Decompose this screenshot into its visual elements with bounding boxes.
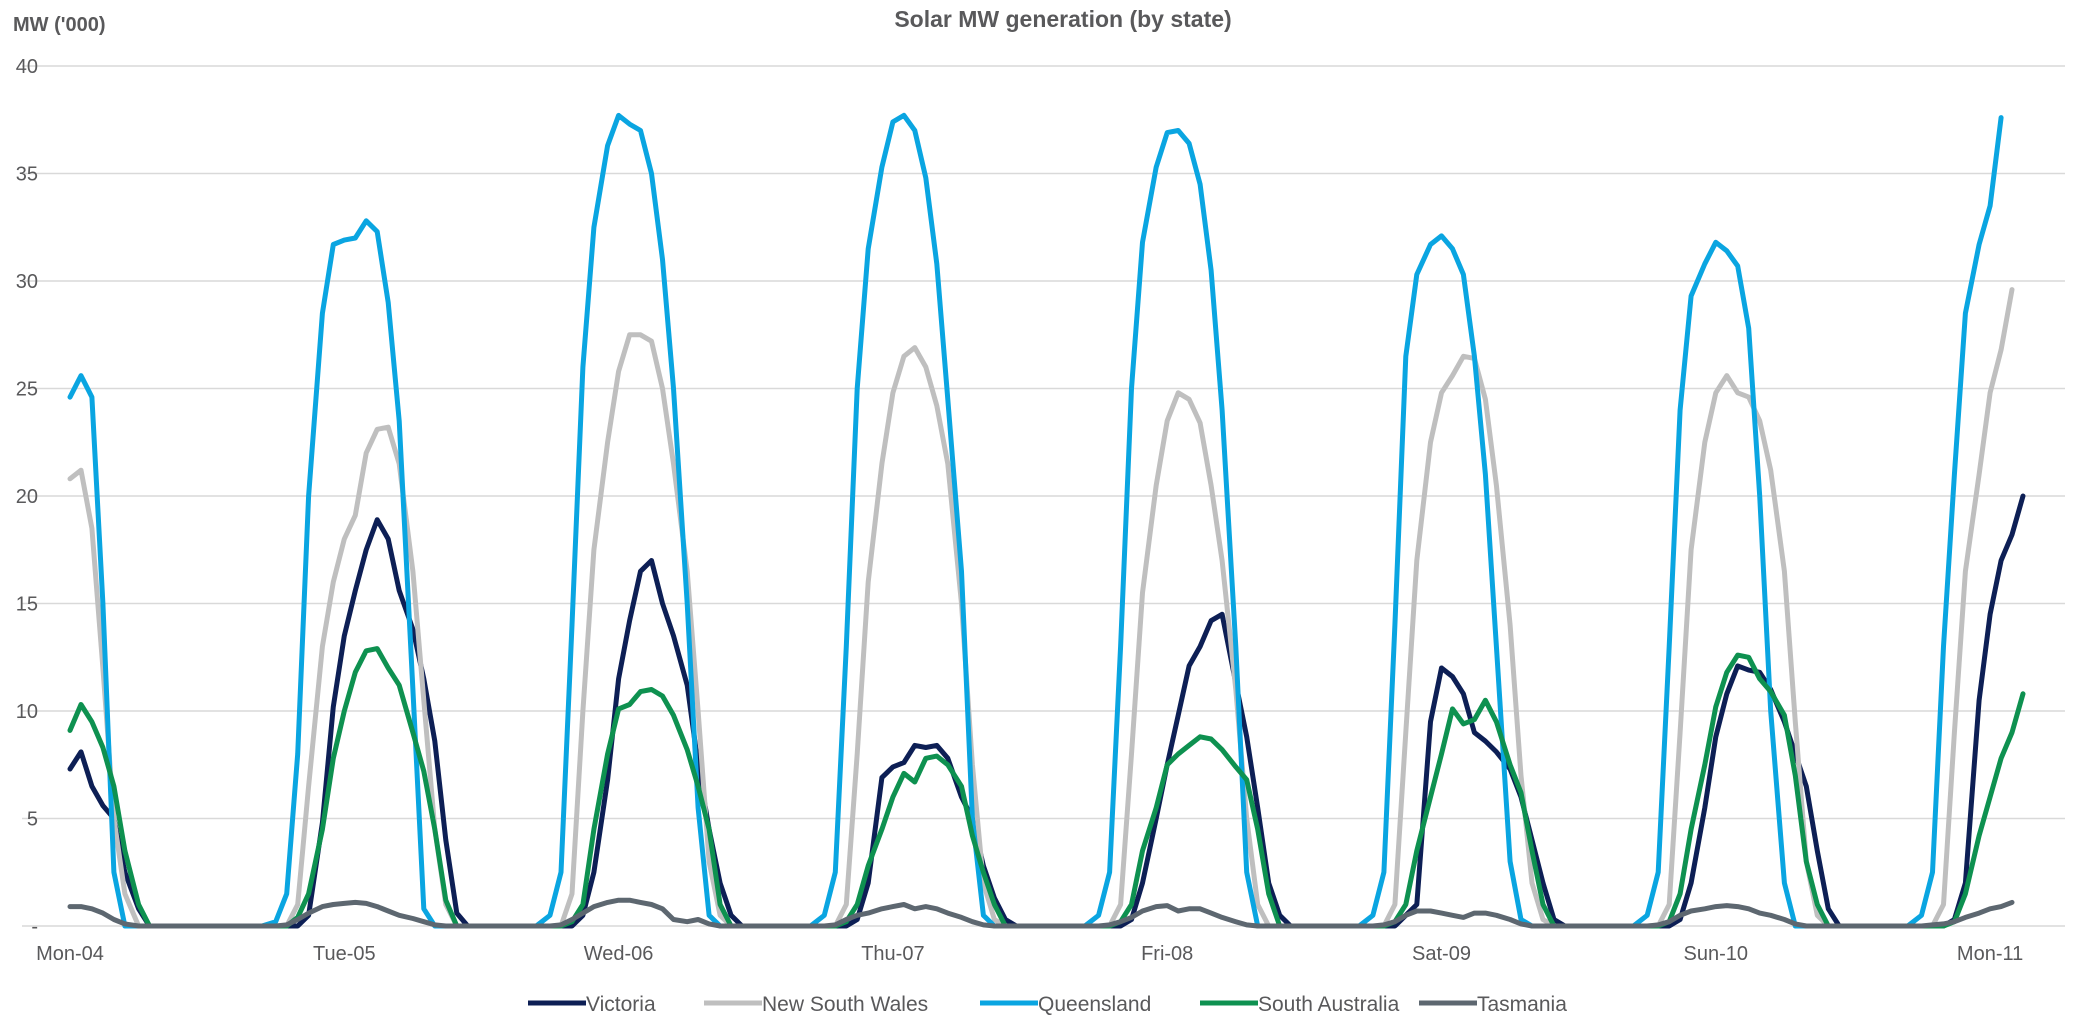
y-tick-label: - xyxy=(31,916,38,938)
y-tick-label: 5 xyxy=(27,809,38,831)
y-axis-label: MW ('000) xyxy=(13,14,106,36)
gridlines xyxy=(22,65,2065,927)
series-line-tasmania xyxy=(67,897,2015,929)
x-tick-label: Sat-09 xyxy=(1412,943,1471,965)
chart-title: Solar MW generation (by state) xyxy=(894,6,1231,32)
legend-label: Queensland xyxy=(1038,993,1151,1015)
y-tick-label: 25 xyxy=(16,379,38,401)
legend-label: South Australia xyxy=(1258,993,1400,1015)
legend-label: Victoria xyxy=(586,993,656,1015)
x-tick-label: Fri-08 xyxy=(1141,943,1193,965)
x-tick-label: Thu-07 xyxy=(861,943,924,965)
series-lines xyxy=(67,112,2026,929)
x-tick-label: Mon-04 xyxy=(36,943,104,965)
series-line-new-south-wales xyxy=(67,287,2015,929)
y-axis-ticks: - 5 10 15 20 25 30 35 40 xyxy=(16,56,38,938)
legend: Victoria New South Wales Queensland South A… xyxy=(528,993,1567,1015)
x-tick-label: Sun-10 xyxy=(1684,943,1749,965)
x-tick-label: Tue-05 xyxy=(313,943,376,965)
x-tick-label: Wed-06 xyxy=(584,943,654,965)
legend-label: Tasmania xyxy=(1477,993,1567,1015)
x-tick-label: Mon-11 xyxy=(1957,943,2023,965)
y-tick-label: 15 xyxy=(16,594,38,616)
y-tick-label: 30 xyxy=(16,271,38,293)
y-tick-label: 20 xyxy=(16,486,38,508)
y-tick-label: 35 xyxy=(16,164,38,186)
series-line-queensland xyxy=(67,112,2004,929)
y-tick-label: 40 xyxy=(16,56,38,78)
y-tick-label: 10 xyxy=(16,701,38,723)
x-axis-ticks: Mon-04 Tue-05 Wed-06 Thu-07 Fri-08 Sat-09 Sun-… xyxy=(36,943,2023,965)
legend-label: New South Wales xyxy=(762,993,928,1015)
